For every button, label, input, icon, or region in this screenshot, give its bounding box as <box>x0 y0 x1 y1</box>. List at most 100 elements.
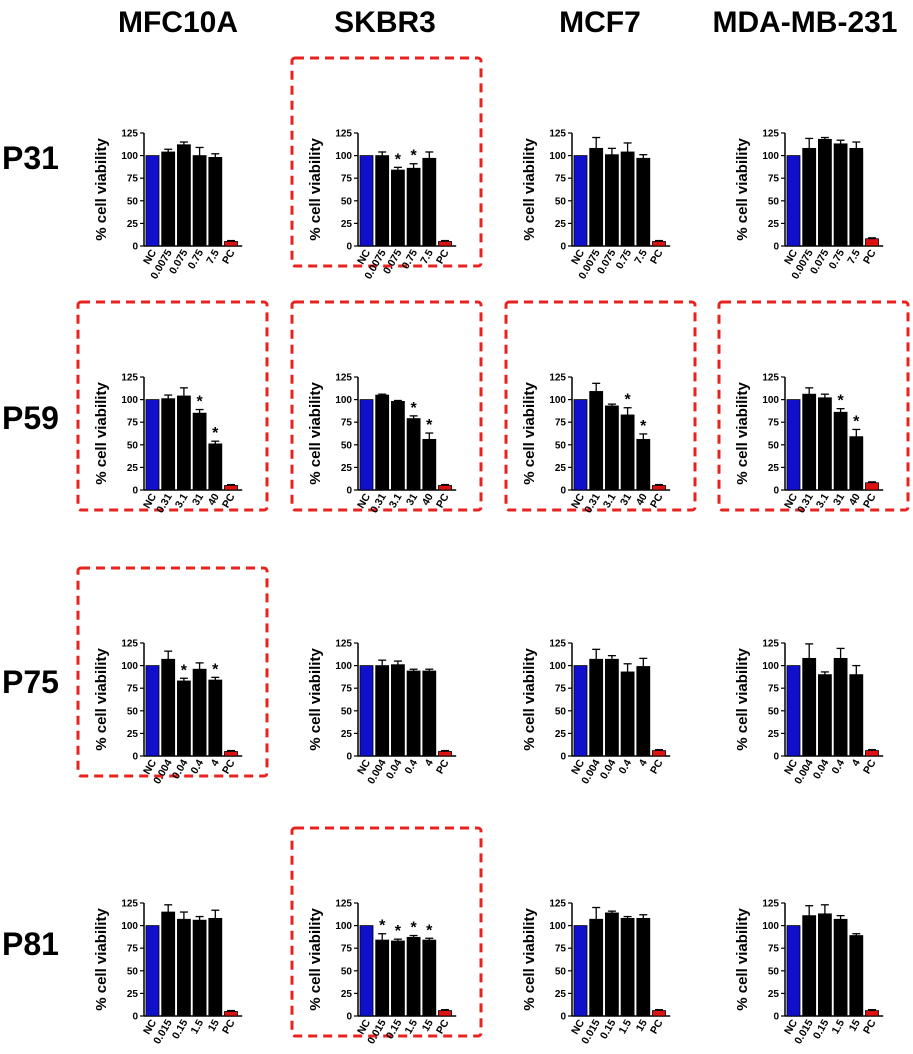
bar-15 <box>422 939 437 1017</box>
bar-0-015 <box>802 915 817 1017</box>
significance-asterisk: * <box>410 400 417 417</box>
x-tick-label-15: 15 <box>420 1017 436 1033</box>
row-header-p59: P59 <box>2 400 59 436</box>
x-tick-label-4: 4 <box>423 757 436 768</box>
x-tick-label-0-75: 0.75 <box>614 247 635 271</box>
bar-3-1 <box>605 405 619 491</box>
y-axis-label: % cell viability <box>734 908 751 1011</box>
y-axis-label: % cell viability <box>521 138 538 241</box>
x-tick-label-pc: PC <box>220 491 238 510</box>
bar-nc <box>786 155 801 247</box>
bar-0-4 <box>192 668 207 757</box>
x-tick-label-0-75: 0.75 <box>400 247 421 271</box>
chart-p75-mcf7: % cell viability0255075100125NC0.0040.04… <box>521 639 671 786</box>
x-tick-label-7-5: 7.5 <box>418 247 436 266</box>
bar-0-004 <box>802 657 817 757</box>
y-tick-label: 25 <box>127 729 139 740</box>
y-tick-label: 100 <box>335 661 352 672</box>
x-tick-label-40: 40 <box>847 491 863 507</box>
bar-0-0075 <box>589 147 604 247</box>
y-tick-label: 125 <box>335 129 352 140</box>
x-tick-label-7-5: 7.5 <box>845 247 863 266</box>
x-tick-label-pc: PC <box>648 757 666 776</box>
y-tick-label: 100 <box>762 395 779 406</box>
y-tick-label: 50 <box>127 196 139 207</box>
x-tick-label-0-04: 0.04 <box>384 757 405 781</box>
bar-0-31 <box>802 393 817 491</box>
y-tick-label: 125 <box>121 899 138 910</box>
bar-0-75 <box>406 167 421 247</box>
bar-4 <box>636 666 651 757</box>
y-tick-label: 25 <box>341 463 353 474</box>
bar-nc <box>145 925 160 1017</box>
y-tick-label: 25 <box>768 729 780 740</box>
y-axis-label: % cell viability <box>521 648 538 751</box>
y-tick-label: 100 <box>335 921 352 932</box>
y-tick-label: 50 <box>555 196 567 207</box>
bar-nc <box>145 155 160 247</box>
y-tick-label: 50 <box>127 966 139 977</box>
y-axis-label: % cell viability <box>93 382 110 485</box>
y-tick-label: 100 <box>335 151 352 162</box>
bar-1-5 <box>833 918 848 1017</box>
bar-15 <box>208 917 223 1017</box>
x-tick-label-pc: PC <box>861 247 879 266</box>
y-tick-label: 0 <box>560 242 566 253</box>
bar-nc <box>145 399 160 491</box>
significance-asterisk: * <box>181 662 188 679</box>
x-tick-label-pc: PC <box>861 1017 879 1036</box>
bar-31 <box>620 414 635 491</box>
y-axis-label: % cell viability <box>307 138 324 241</box>
bar-0-004 <box>589 658 604 757</box>
significance-asterisk: * <box>212 425 219 442</box>
x-tick-label-40: 40 <box>420 491 436 507</box>
y-tick-label: 125 <box>335 639 352 650</box>
y-axis-label: % cell viability <box>734 138 751 241</box>
y-axis-label: % cell viability <box>521 908 538 1011</box>
bar-7-5 <box>849 147 864 247</box>
x-tick-label-31: 31 <box>618 491 634 507</box>
y-tick-label: 25 <box>555 463 567 474</box>
x-tick-label-0-31: 0.31 <box>582 491 603 515</box>
x-tick-label-pc: PC <box>861 491 879 510</box>
x-tick-label-3-1: 3.1 <box>601 491 619 510</box>
x-tick-label-pc: PC <box>648 1017 666 1036</box>
y-tick-label: 125 <box>762 129 779 140</box>
row-header-p31: P31 <box>2 140 59 176</box>
bar-7-5 <box>422 157 437 247</box>
x-tick-label-3-1: 3.1 <box>173 491 191 510</box>
bar-pc <box>224 485 238 491</box>
x-tick-label-0-4: 0.4 <box>617 757 635 776</box>
bar-0-75 <box>192 155 207 247</box>
x-tick-label-pc: PC <box>220 757 238 776</box>
x-tick-label-0-15: 0.15 <box>598 1017 619 1041</box>
chart-p59-mfc10a: % cell viability0255075100125NC0.313.1*3… <box>76 300 269 515</box>
y-tick-label: 125 <box>335 899 352 910</box>
y-tick-label: 100 <box>549 151 566 162</box>
y-axis-label: % cell viability <box>734 382 751 485</box>
y-tick-label: 25 <box>341 729 353 740</box>
bar-0-15 <box>605 912 619 1017</box>
y-tick-label: 50 <box>341 966 353 977</box>
x-tick-label-31: 31 <box>190 491 206 507</box>
bar-0-75 <box>620 151 635 247</box>
x-tick-label-0-04: 0.04 <box>170 757 191 781</box>
y-tick-label: 0 <box>560 486 566 497</box>
y-tick-label: 75 <box>127 944 139 955</box>
x-tick-label-1-5: 1.5 <box>617 1017 635 1036</box>
x-tick-label-0-4: 0.4 <box>403 757 421 776</box>
x-tick-label-0-15: 0.15 <box>170 1017 191 1041</box>
x-tick-label-pc: PC <box>434 1017 452 1036</box>
column-header-mcf7: MCF7 <box>559 6 641 39</box>
x-tick-label-pc: PC <box>434 247 452 266</box>
y-tick-label: 50 <box>768 196 780 207</box>
bar-0-31 <box>375 394 390 491</box>
bar-0-015 <box>375 939 390 1017</box>
bar-0-31 <box>589 391 604 491</box>
bar-15 <box>636 917 651 1017</box>
y-tick-label: 0 <box>560 1012 566 1023</box>
chart-p81-mcf7: % cell viability0255075100125NC0.0150.15… <box>521 899 671 1046</box>
bar-1-5 <box>620 917 635 1017</box>
x-tick-label-pc: PC <box>434 491 452 510</box>
bar-7-5 <box>636 157 651 247</box>
